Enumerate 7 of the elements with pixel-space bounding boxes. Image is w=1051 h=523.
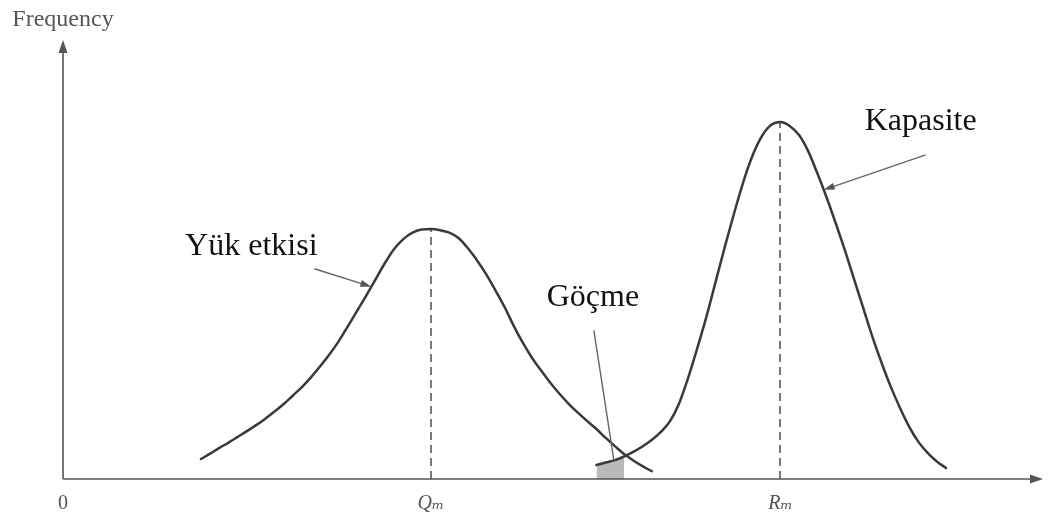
x-tick-label: Rₘ: [767, 491, 793, 514]
x-tick-label: Qₘ: [417, 491, 445, 514]
text: Göçme: [546, 276, 640, 313]
series-label: Yük etkisi: [185, 226, 318, 263]
y-axis-title: Frequency: [12, 5, 114, 32]
series-label: Kapasite: [864, 101, 977, 138]
x-tick-label: 0: [58, 491, 68, 514]
